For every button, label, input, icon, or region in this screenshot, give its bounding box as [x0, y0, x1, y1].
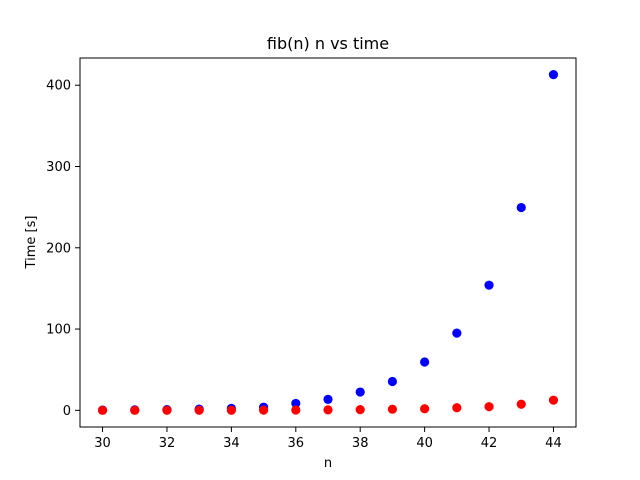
data-point — [548, 395, 559, 405]
data-point — [97, 405, 108, 415]
axes-frame — [79, 57, 577, 428]
data-point — [194, 405, 204, 415]
y-tick-label: 0 — [63, 404, 71, 419]
data-point — [452, 403, 462, 413]
y-tick-label: 200 — [46, 241, 71, 256]
data-point — [323, 394, 333, 404]
plot-area — [97, 70, 559, 415]
x-axis: 30 32 34 36 38 40 42 44 — [94, 427, 562, 451]
data-point — [484, 280, 494, 290]
x-tick-label: 42 — [481, 436, 498, 451]
x-tick-label: 40 — [416, 436, 433, 451]
series-1 — [97, 70, 559, 415]
chart-title: fib(n) n vs time — [267, 34, 389, 53]
data-point — [291, 405, 301, 415]
x-tick-label: 38 — [352, 436, 369, 451]
data-point — [420, 404, 430, 414]
data-point — [323, 405, 333, 415]
data-point — [420, 357, 430, 367]
data-point — [516, 399, 526, 409]
y-tick-label: 100 — [46, 323, 71, 338]
data-point — [484, 402, 494, 412]
y-tick-label: 400 — [46, 79, 71, 94]
series-2 — [97, 395, 559, 415]
data-point — [452, 328, 462, 338]
data-point — [387, 404, 398, 414]
x-axis-label: n — [324, 456, 332, 471]
x-tick-label: 36 — [288, 436, 305, 451]
data-point — [130, 405, 140, 415]
data-point — [516, 202, 526, 213]
data-point — [291, 398, 301, 409]
x-tick-label: 32 — [159, 436, 176, 451]
data-point — [355, 387, 365, 397]
data-point — [226, 405, 236, 415]
data-point — [258, 405, 269, 415]
y-tick-label: 300 — [46, 160, 71, 175]
x-tick-label: 30 — [94, 436, 111, 451]
x-tick-label: 34 — [223, 436, 240, 451]
data-point — [387, 376, 398, 387]
data-point — [355, 405, 365, 415]
x-tick-label: 44 — [545, 436, 562, 451]
y-axis: 0 100 200 300 400 — [46, 79, 80, 419]
data-point — [548, 70, 559, 80]
data-point — [162, 405, 172, 415]
y-axis-label: Time [s] — [24, 216, 39, 270]
